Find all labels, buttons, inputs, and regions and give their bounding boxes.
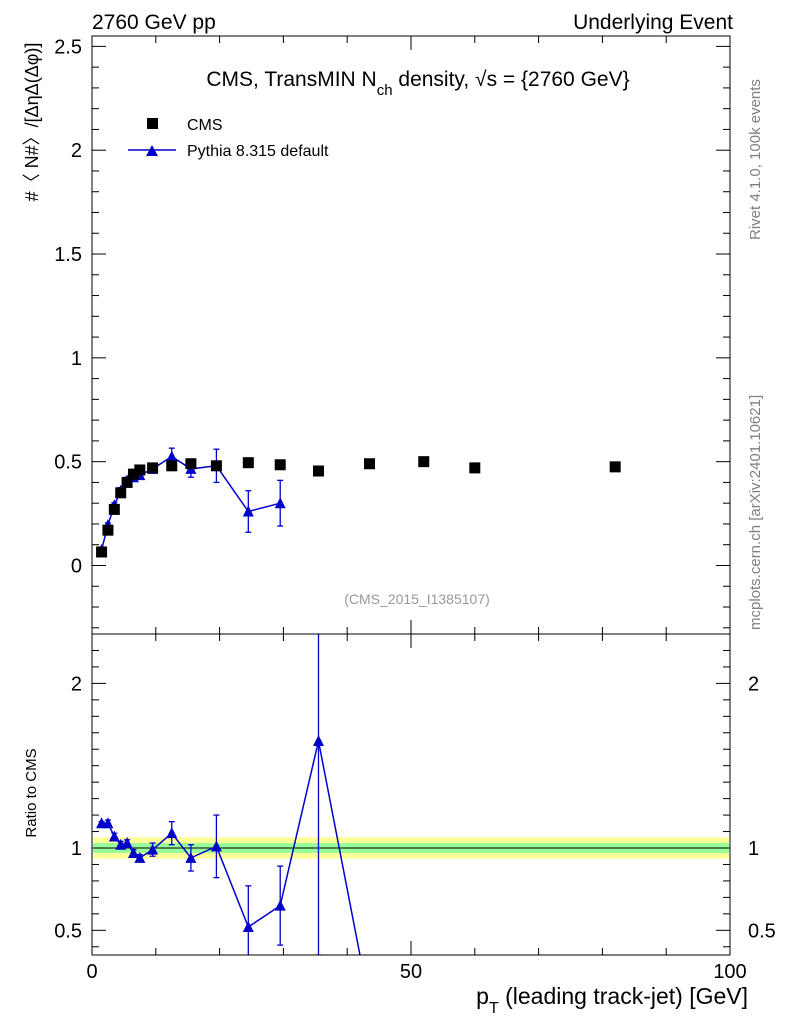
main-y-axis-label: #〈 N#〉/[ΔηΔ(Δφ)]: [22, 43, 42, 202]
cms-point: [134, 464, 146, 476]
legend-cms-label: CMS: [187, 117, 223, 134]
ratio-y-tick-label: 1: [71, 838, 82, 860]
legend: CMS Pythia 8.315 default: [128, 117, 329, 160]
x-tick-label: 50: [400, 961, 422, 983]
ratio-y-tick-label: 2: [71, 673, 82, 695]
ratio-point: [185, 851, 197, 863]
header-left-label: 2760 GeV pp: [92, 11, 216, 34]
pythia-point: [242, 505, 254, 517]
main-y-tick-label: 1: [71, 348, 82, 370]
cms-point: [166, 460, 178, 472]
legend-pythia-marker: [146, 145, 158, 156]
ratio-y-tick-label: 0.5: [54, 920, 82, 942]
cms-point: [609, 461, 621, 473]
pythia-point: [166, 450, 178, 462]
ratio-point: [312, 735, 324, 746]
header-right-label: Underlying Event: [573, 11, 733, 34]
ratio-point: [210, 840, 222, 852]
ratio-point: [127, 846, 139, 858]
ratio-point: [242, 921, 254, 933]
cms-point: [115, 487, 127, 499]
main-y-tick-label: 0.5: [54, 452, 82, 474]
ratio-point: [274, 899, 286, 911]
legend-cms-marker: [147, 118, 158, 129]
main-y-tick-label: 2.5: [54, 36, 82, 58]
ratio-point: [108, 830, 120, 842]
main-panel: 0 0.5 1 1.5 2 2.5: [54, 36, 731, 634]
side-label-rivet: Rivet 4.1.0, 100k events: [747, 79, 764, 240]
ratio-y-tick-label-right: 0.5: [748, 920, 776, 942]
side-label-mcplots: mcplots.cern.ch [arXiv:2401.10621]: [747, 395, 764, 630]
cms-point: [469, 462, 481, 474]
main-y-tick-label: 0: [71, 555, 82, 577]
ratio-y-tick-label-right: 2: [748, 673, 759, 695]
ratio-panel-frame: [91, 633, 731, 956]
cms-point: [242, 457, 254, 469]
cms-point: [127, 468, 139, 480]
cms-point: [364, 458, 376, 470]
ratio-y-tick-label-right: 1: [748, 838, 759, 860]
ratio-point: [134, 851, 146, 863]
x-axis-label: pT (leading track-jet) [GeV]: [476, 983, 748, 1017]
ratio-series-group: [96, 634, 361, 955]
cms-point: [185, 458, 197, 470]
ratio-point: [102, 817, 114, 829]
x-tick-label: 0: [86, 961, 97, 983]
cms-point: [147, 462, 159, 474]
pythia-point: [274, 497, 286, 509]
cms-point: [274, 459, 286, 471]
cms-point: [418, 456, 430, 468]
ratio-point: [147, 843, 159, 855]
ratio-y-axis-label: Ratio to CMS: [23, 748, 40, 837]
legend-pythia-label: Pythia 8.315 default: [187, 143, 329, 160]
cms-point: [121, 476, 133, 488]
ratio-point: [121, 837, 133, 849]
ratio-point: [166, 827, 178, 839]
cms-point: [102, 524, 114, 536]
analysis-id-annotation: (CMS_2015_I1385107): [344, 591, 490, 607]
main-y-tick-label: 2: [71, 140, 82, 162]
chart-title: CMS, TransMIN Nch density, √s = {2760 Ge…: [206, 68, 629, 99]
cms-point: [312, 465, 324, 477]
cms-point: [210, 460, 222, 472]
cms-point: [108, 503, 120, 515]
cms-point: [96, 546, 108, 558]
x-tick-label: 100: [713, 961, 746, 983]
main-y-tick-label: 1.5: [54, 244, 82, 266]
